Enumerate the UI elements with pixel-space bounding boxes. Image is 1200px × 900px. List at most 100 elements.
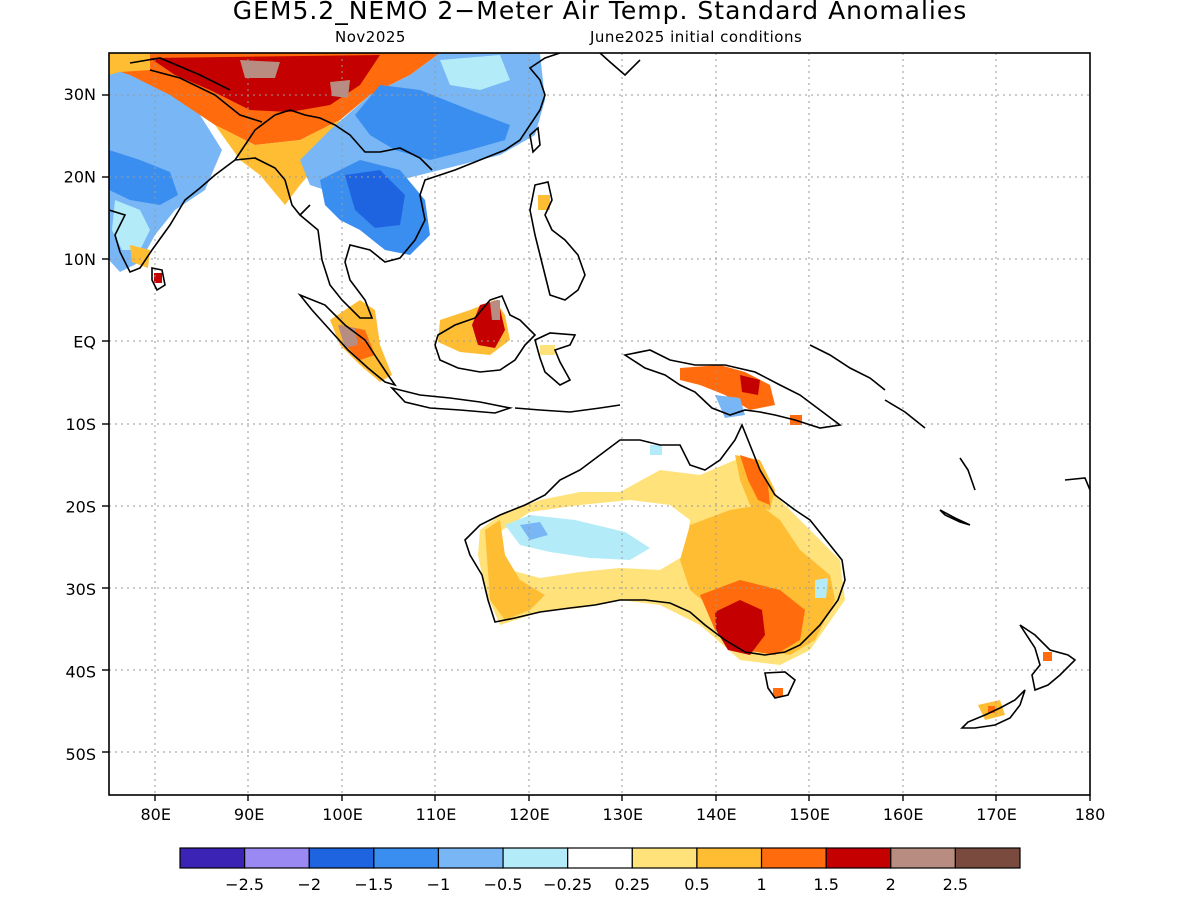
lat-tick-label: 40S: [65, 662, 96, 681]
sulawesi-warm: [540, 345, 555, 355]
fiji: [1064, 477, 1090, 491]
colorbar-label: 0.25: [614, 875, 650, 894]
lat-ticks: [102, 94, 109, 753]
lat-tick-label: 10S: [65, 415, 96, 434]
colorbar-label: 2: [886, 875, 896, 894]
lesser-sunda: [514, 404, 621, 413]
colorbar-label: −0.25: [543, 875, 592, 894]
taiwan-coast: [529, 126, 541, 154]
nz-south-hot: [988, 706, 995, 713]
upper-left-warm: [109, 53, 150, 75]
srilanka-coast: [151, 267, 166, 292]
colorbar-swatch: [308, 847, 375, 869]
vanuatu: [959, 457, 976, 491]
solomons-coast: [884, 399, 926, 429]
colorbar-swatch: [502, 847, 569, 869]
tasmania-warm: [773, 688, 783, 697]
australia-west-warm: [485, 520, 545, 620]
colorbar: [179, 847, 1021, 869]
borneo-extreme: [490, 300, 500, 320]
tibet-border: [129, 57, 231, 91]
nz-south-island: [960, 689, 1026, 729]
colorbar-swatch: [244, 847, 310, 869]
srilanka-warm: [130, 245, 150, 268]
lat-tick-label: EQ: [73, 333, 96, 352]
sumatra-coast: [297, 293, 397, 387]
colorbar-swatch: [954, 847, 1021, 869]
himalaya-extreme-2: [330, 80, 350, 98]
map-title: GEM5.2_NEMO 2−Meter Air Temp. Standard A…: [232, 0, 968, 25]
colorbar-label: −2.5: [225, 875, 264, 894]
colorbar-label: 0.5: [684, 875, 709, 894]
australia-coast: [464, 422, 846, 656]
forecast-month: Nov2025: [335, 28, 406, 46]
java-coast: [389, 386, 514, 414]
colorbar-label: −1: [427, 875, 451, 894]
india-moderate-cool: [109, 150, 178, 205]
lon-tick-label: 150E: [789, 805, 830, 824]
colorbar-label: −2: [297, 875, 321, 894]
colorbar-swatch: [760, 847, 827, 869]
lon-tick-label: 110E: [416, 805, 457, 824]
grid-lines: [109, 53, 1090, 795]
newguinea-hot: [740, 375, 760, 395]
lat-tick-label: 50S: [65, 745, 96, 764]
lon-tick-label: 130E: [603, 805, 644, 824]
lat-labels: 30N 20N 10N EQ 10S 20S 30S 40S 50S: [64, 85, 96, 764]
colorbar-swatch: [631, 847, 698, 869]
australia-ne-hot: [740, 455, 770, 505]
lat-tick-label: 30N: [64, 85, 96, 104]
colorbar-label: −1.5: [354, 875, 393, 894]
philippines-coast: [529, 181, 586, 301]
sulawesi-coast: [534, 332, 577, 386]
initial-conditions: June2025 initial conditions: [590, 28, 803, 46]
colorbar-label: 1.5: [813, 875, 838, 894]
colorbar-swatch: [890, 847, 956, 869]
colorbar-swatch: [696, 847, 763, 869]
himalaya-border: [149, 69, 263, 123]
india-weak-cool: [112, 200, 150, 250]
newguinea-coast: [622, 349, 843, 429]
lat-tick-label: 10N: [64, 250, 96, 269]
lon-tick-label: 180: [1075, 805, 1106, 824]
india-coast: [109, 159, 236, 274]
tasmania-coast: [764, 671, 796, 699]
colorbar-label: 1: [756, 875, 766, 894]
australia-nw-cool: [650, 445, 662, 455]
philippines-warm: [538, 195, 550, 210]
australia-east-cool: [815, 578, 828, 598]
lon-ticks: [154, 795, 1091, 801]
lon-labels: 80E 90E 100E 110E 120E 130E 140E 150E 160E 170E 18…: [140, 805, 1105, 824]
australia-cool-core: [520, 522, 548, 540]
china-border: [234, 109, 433, 171]
coastlines: [109, 53, 1090, 729]
himalaya-extreme: [240, 60, 280, 78]
colorbar-label: −0.5: [484, 875, 523, 894]
lon-tick-label: 120E: [509, 805, 550, 824]
nz-north-warm: [1043, 652, 1052, 661]
newguinea-warm: [680, 365, 775, 410]
colorbar-swatch: [825, 847, 892, 869]
lon-tick-label: 100E: [322, 805, 363, 824]
japan-coast: [599, 53, 641, 77]
lon-tick-label: 90E: [234, 805, 264, 824]
lat-tick-label: 30S: [65, 580, 96, 599]
himalaya-very-warm: [150, 55, 380, 112]
colorbar-swatch: [373, 847, 440, 869]
colorbar-swatch: [179, 847, 246, 869]
indochina-strong-cool: [345, 170, 405, 228]
lon-tick-label: 140E: [696, 805, 737, 824]
srilanka-hot: [154, 273, 162, 283]
china-moderate-cool: [355, 85, 510, 160]
colorbar-labels: −2.5 −2 −1.5 −1 −0.5 −0.25 0.25 0.5 1 1.5 2 2.5: [225, 875, 968, 894]
tibet-edge-warm: [215, 120, 340, 205]
lon-tick-label: 160E: [883, 805, 924, 824]
nz-north-island: [1019, 624, 1077, 692]
colorbar-label: 2.5: [943, 875, 968, 894]
new-caledonia: [939, 509, 971, 526]
colorbar-swatch: [437, 847, 504, 869]
bismarck-coast: [809, 344, 886, 391]
colorbar-swatch: [567, 847, 633, 869]
borneo-coast: [434, 295, 537, 373]
